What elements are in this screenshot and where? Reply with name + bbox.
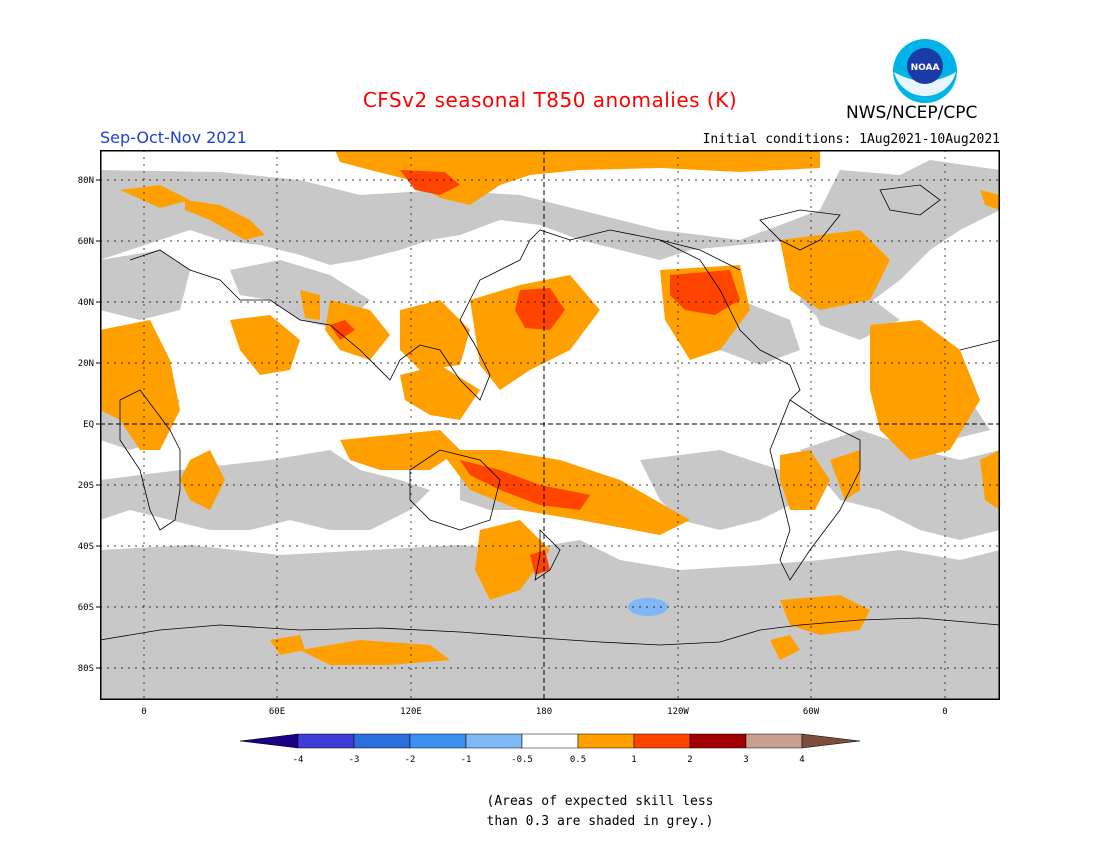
- colorbar-segment: [577, 733, 635, 749]
- colorbar-label: -1: [461, 755, 472, 765]
- longitude-axis: 0 60E 120E 180 120W 60W 0: [141, 707, 947, 717]
- graticule: [100, 150, 1000, 700]
- colorbar-label: -2: [405, 755, 416, 765]
- latitude-axis: 80N 60N 40N 20N EQ 20S 40S 60S 80S: [78, 176, 100, 674]
- lat-label: EQ: [83, 420, 94, 430]
- agency-label: NWS/NCEP/CPC: [846, 103, 978, 123]
- map-title: CFSv2 seasonal T850 anomalies (K): [362, 88, 738, 112]
- colorbar-label: 0.5: [570, 755, 586, 765]
- lat-label: 80N: [78, 176, 94, 186]
- colorbar-segment: [465, 733, 523, 749]
- colorbar-label: -3: [349, 755, 360, 765]
- lon-label: 60W: [803, 707, 820, 717]
- season-label: Sep-Oct-Nov 2021: [100, 128, 247, 147]
- colorbar-segment: [297, 733, 355, 749]
- lat-label: 40N: [78, 298, 94, 308]
- colorbar-label: -4: [293, 755, 304, 765]
- lat-label: 20S: [78, 481, 94, 491]
- colorbar-label: -0.5: [511, 755, 533, 765]
- colorbar-high-triangle: [801, 733, 861, 749]
- lat-label: 40S: [78, 542, 94, 552]
- lat-label: 60N: [78, 237, 94, 247]
- lat-label: 80S: [78, 664, 94, 674]
- lat-label: 60S: [78, 603, 94, 613]
- colorbar-segment: [353, 733, 411, 749]
- colorbar-label: 3: [743, 755, 748, 765]
- lon-label: 0: [141, 707, 146, 717]
- noaa-logo: NOAA: [893, 39, 957, 103]
- colorbar-segment: [521, 733, 579, 749]
- lon-label: 120E: [400, 707, 422, 717]
- colorbar-segment: [689, 733, 747, 749]
- colorbar-legend: -4 -3 -2 -1 -0.5 0.5 1 2 3 4: [239, 733, 861, 765]
- lon-label: 0: [942, 707, 947, 717]
- colorbar-low-triangle: [239, 733, 299, 749]
- footnote: (Areas of expected skill less than 0.3 a…: [486, 794, 714, 829]
- lon-label: 180: [536, 707, 552, 717]
- anomaly-map: [100, 150, 1000, 700]
- colorbar-segment: [633, 733, 691, 749]
- map-frame: [100, 150, 1000, 700]
- anomaly-1-to-2: [330, 170, 740, 575]
- lon-label: 60E: [269, 707, 285, 717]
- colorbar-label: 1: [631, 755, 636, 765]
- equator-dateline: [100, 150, 1000, 700]
- colorbar-label: 2: [687, 755, 692, 765]
- lat-label: 20N: [78, 359, 94, 369]
- colorbar-segment: [745, 733, 803, 749]
- coastlines: [100, 184, 1000, 646]
- colorbar-label: 4: [799, 755, 804, 765]
- logo-text: NOAA: [911, 63, 940, 73]
- initial-conditions-label: Initial conditions: 1Aug2021-10Aug2021: [702, 132, 1000, 147]
- lon-label: 120W: [667, 707, 689, 717]
- colorbar-segment: [409, 733, 467, 749]
